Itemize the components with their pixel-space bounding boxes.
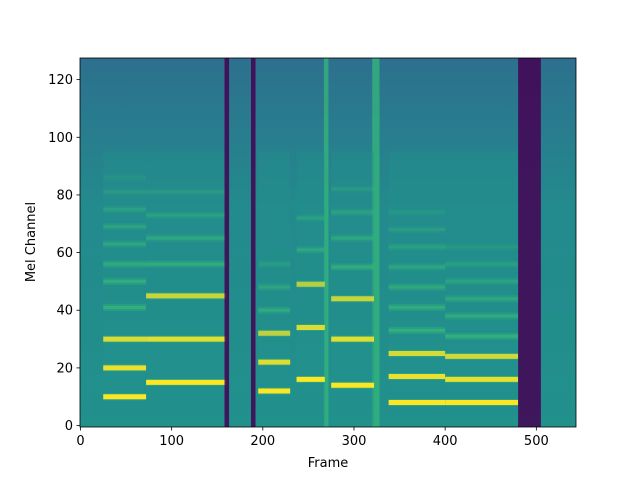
voiced-region: [445, 151, 519, 426]
y-tick-label: 120: [48, 73, 73, 88]
voiced-region: [331, 151, 375, 426]
dark-column: [224, 58, 230, 427]
bright-column: [323, 58, 329, 427]
y-tick-label: 0: [65, 419, 73, 434]
x-tick-label: 500: [524, 434, 549, 449]
heatmap: [103, 58, 541, 427]
y-tick-label: 20: [56, 361, 73, 376]
bright-column: [372, 58, 380, 427]
y-tick-label: 60: [56, 246, 73, 261]
x-tick-label: 200: [250, 434, 275, 449]
y-axis-label: Mel Channel: [24, 202, 39, 282]
y-tick-label: 80: [56, 188, 73, 203]
y-tick-label: 100: [48, 131, 73, 146]
dark-column: [518, 58, 541, 427]
dark-column: [250, 58, 256, 427]
voiced-region: [103, 151, 147, 426]
x-tick-label: 100: [159, 434, 184, 449]
x-tick-label: 0: [76, 434, 84, 449]
axes-frame: [79, 57, 577, 428]
x-tick-label: 400: [433, 434, 458, 449]
y-tick-label: 40: [56, 304, 73, 319]
voiced-region: [258, 151, 291, 426]
voiced-region: [296, 151, 325, 426]
x-axis-label: Frame: [308, 456, 349, 471]
x-tick-label: 300: [342, 434, 367, 449]
